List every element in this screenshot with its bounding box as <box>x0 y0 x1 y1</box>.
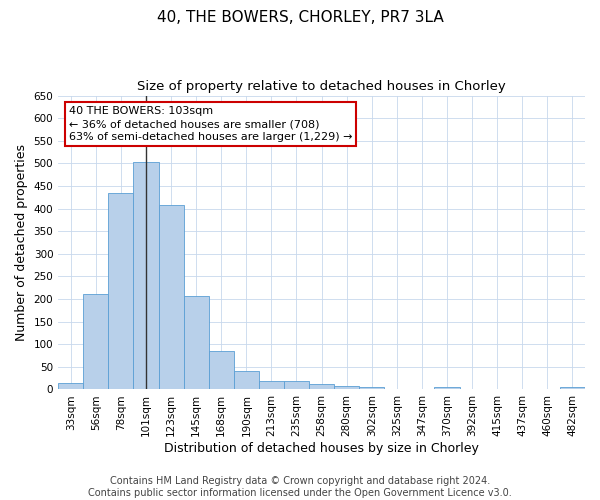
Bar <box>58 382 83 390</box>
Bar <box>184 296 209 390</box>
Bar <box>158 206 184 390</box>
Bar <box>359 387 385 390</box>
Title: Size of property relative to detached houses in Chorley: Size of property relative to detached ho… <box>137 80 506 93</box>
Bar <box>334 386 359 390</box>
Text: Contains HM Land Registry data © Crown copyright and database right 2024.
Contai: Contains HM Land Registry data © Crown c… <box>88 476 512 498</box>
Bar <box>234 372 259 390</box>
Bar <box>209 351 234 390</box>
Text: 40 THE BOWERS: 103sqm
← 36% of detached houses are smaller (708)
63% of semi-det: 40 THE BOWERS: 103sqm ← 36% of detached … <box>69 106 352 142</box>
Bar <box>560 387 585 390</box>
Bar <box>434 387 460 390</box>
Bar <box>309 384 334 390</box>
Y-axis label: Number of detached properties: Number of detached properties <box>15 144 28 341</box>
Bar <box>133 162 158 390</box>
Bar <box>83 294 109 390</box>
Bar <box>284 382 309 390</box>
Bar <box>109 193 133 390</box>
Text: 40, THE BOWERS, CHORLEY, PR7 3LA: 40, THE BOWERS, CHORLEY, PR7 3LA <box>157 10 443 25</box>
Bar <box>259 382 284 390</box>
X-axis label: Distribution of detached houses by size in Chorley: Distribution of detached houses by size … <box>164 442 479 455</box>
